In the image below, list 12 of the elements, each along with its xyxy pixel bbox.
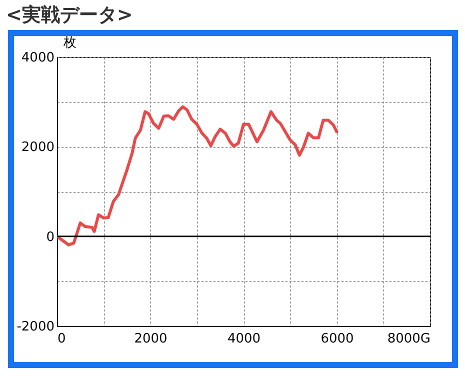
y-tick-label: 2000	[21, 140, 54, 156]
y-tick-label: 0	[46, 230, 54, 245]
chart-title: <実戦データ>	[6, 3, 133, 28]
x-tick-label: 6000	[320, 332, 354, 346]
x-tick-label: 4000	[227, 332, 261, 346]
line-series	[57, 105, 338, 246]
y-tick-label: -2000	[16, 320, 54, 334]
x-tick-label: 2000	[134, 332, 168, 346]
x-tick-label: 0	[58, 332, 66, 346]
y-tick-label: 4000	[21, 50, 54, 66]
y-axis-title: 枚	[62, 36, 76, 50]
x-tick-label: 8000G	[387, 332, 430, 346]
